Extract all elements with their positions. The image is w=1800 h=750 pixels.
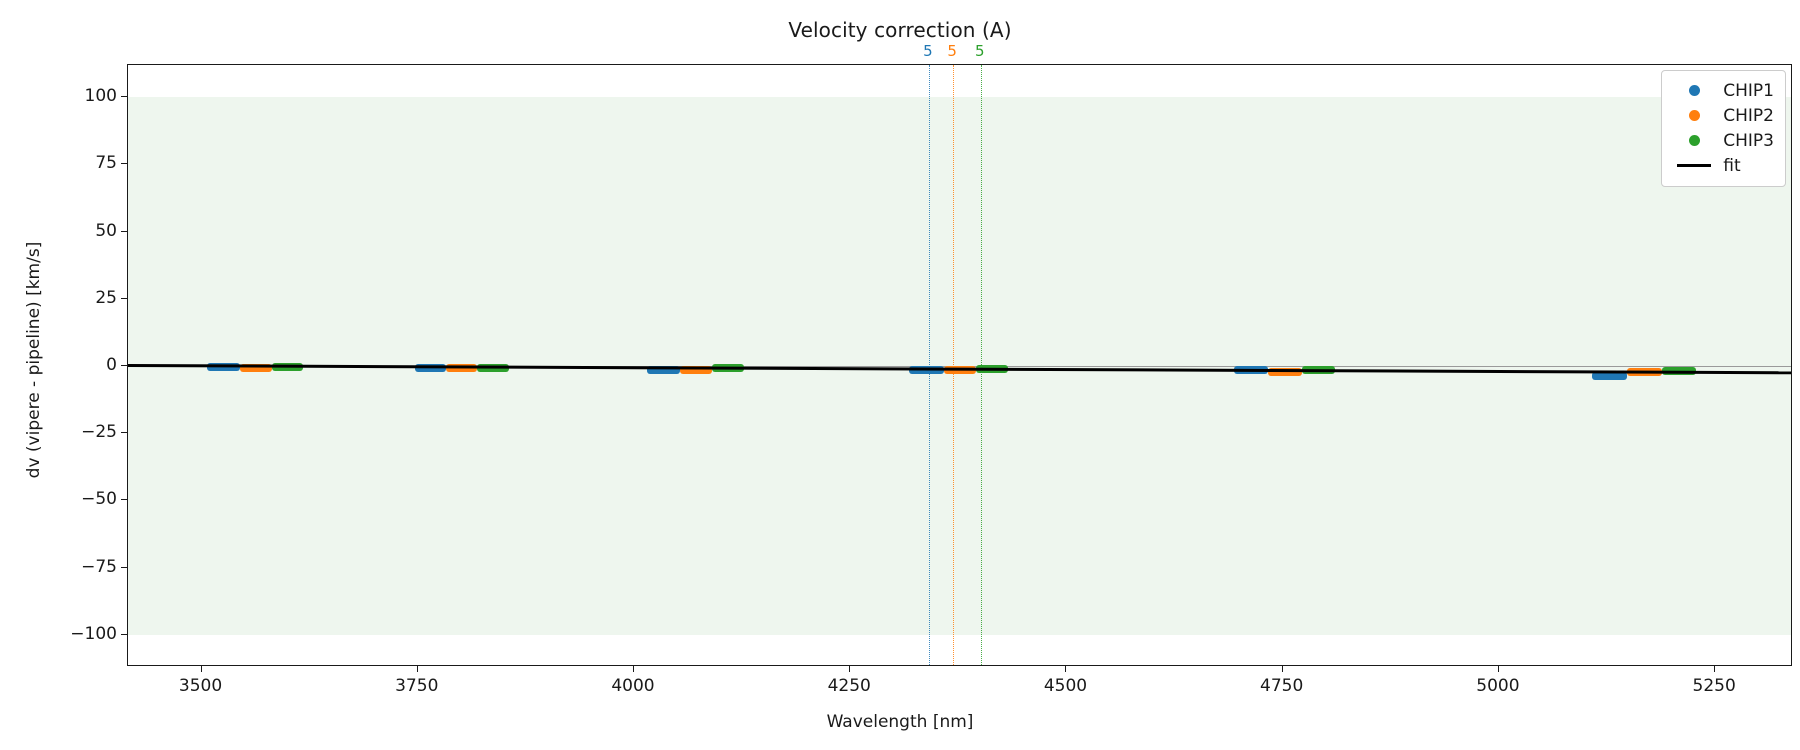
x-tick-mark [1065,666,1067,672]
x-tick-mark [416,666,418,672]
y-tick-label: −25 [81,422,117,443]
vertical-marker-line [980,65,982,665]
vertical-marker-line [928,65,930,665]
legend-label: CHIP3 [1723,130,1774,151]
x-tick-mark [632,666,634,672]
x-tick-label: 3750 [395,676,439,696]
y-tick-label: 75 [95,153,117,174]
legend-item[interactable]: CHIP3 [1673,128,1774,153]
y-tick-mark [121,230,127,232]
y-tick-label: −75 [81,556,117,577]
legend-dot-icon [1673,110,1715,121]
legend-label: CHIP1 [1723,80,1774,101]
legend-item[interactable]: fit [1673,153,1774,178]
y-tick-mark [121,633,127,635]
x-tick-mark [1497,666,1499,672]
x-tick-label: 3500 [178,676,223,696]
data-segment [646,365,680,374]
y-axis-label: dv (vipere - pipeline) [km/s] [24,241,44,479]
vertical-marker-label: 5 [923,42,933,60]
legend-label: CHIP2 [1723,105,1774,126]
x-tick-label: 5000 [1476,676,1520,696]
y-tick-mark [121,566,127,568]
x-tick-mark [1714,666,1716,672]
y-tick-mark [121,365,127,366]
x-tick-label: 4500 [1043,676,1088,696]
x-axis-label: Wavelength [nm] [826,712,974,732]
legend: CHIP1 CHIP2 CHIP3 fit [1661,70,1786,187]
plot-axes [127,64,1792,666]
y-tick-mark [121,432,127,434]
data-segment [1592,371,1627,380]
y-tick-mark [121,96,127,98]
vertical-marker-label: 5 [975,42,985,60]
legend-dot-icon [1673,85,1715,96]
y-tick-mark [121,163,127,165]
y-tick-label: −50 [81,489,117,510]
y-tick-label: 100 [84,86,117,107]
x-tick-label: 4250 [827,676,871,696]
y-tick-mark [121,499,127,501]
vertical-marker-line [953,65,955,665]
x-tick-label: 4000 [611,676,655,696]
y-tick-label: 50 [95,220,117,241]
x-tick-mark [200,666,202,672]
legend-dot-icon [1673,135,1715,146]
y-tick-label: 25 [95,287,117,308]
x-tick-label: 4750 [1260,676,1304,696]
x-tick-mark [1281,666,1283,672]
legend-item[interactable]: CHIP2 [1673,103,1774,128]
x-tick-mark [849,666,851,672]
y-tick-label: 0 [106,355,117,375]
chart-title: Velocity correction (A) [788,18,1012,42]
legend-line-icon [1673,164,1715,167]
y-tick-mark [121,297,127,299]
legend-item[interactable]: CHIP1 [1673,78,1774,103]
plot-area [128,65,1791,665]
legend-label: fit [1723,155,1741,176]
x-tick-label: 5250 [1692,676,1736,696]
data-segment [679,365,712,374]
vertical-marker-label: 5 [947,42,957,60]
y-tick-label: −100 [70,623,117,644]
